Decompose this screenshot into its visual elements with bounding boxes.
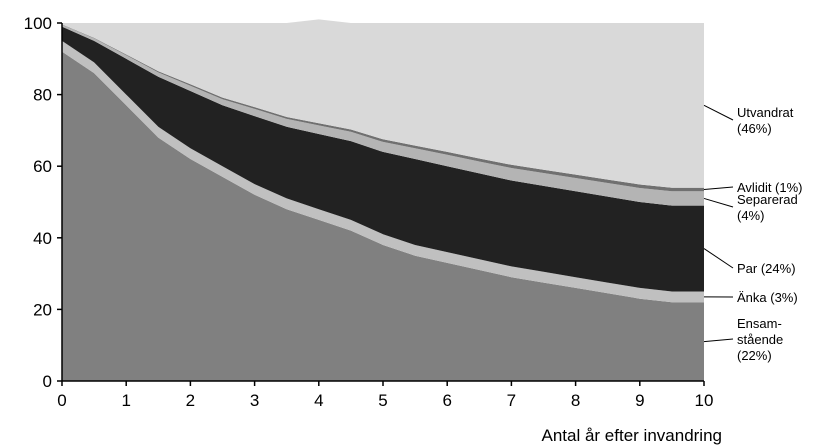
legend-leader-line [703, 248, 734, 269]
x-tick-label: 8 [571, 391, 580, 410]
legend-label: Änka (3%) [737, 290, 798, 305]
x-axis-ticks: 0 1 2 3 4 5 6 7 8 9 10 [57, 381, 713, 410]
x-tick-label: 7 [507, 391, 516, 410]
legend-label: (22%) [737, 348, 772, 363]
area-layer [62, 19, 704, 381]
legend-label: Ensam- [737, 316, 782, 331]
x-tick-label: 2 [186, 391, 195, 410]
legend-leader-line [703, 338, 734, 343]
legend-label: stående [737, 332, 783, 347]
y-axis-ticks: 0 20 40 60 80 100 [24, 14, 62, 391]
area-series-0 [62, 51, 704, 381]
y-tick-label: 100 [24, 14, 52, 33]
legend-label: Separerad [737, 192, 798, 207]
legend: Ensam-stående(22%) Änka (3%) Par (24%) Sepa… [703, 104, 803, 363]
y-tick-label: 20 [33, 300, 52, 319]
x-tick-label: 10 [695, 391, 714, 410]
y-tick-label: 0 [43, 372, 52, 391]
x-tick-label: 5 [378, 391, 387, 410]
legend-label: (4%) [737, 208, 764, 223]
x-tick-label: 9 [635, 391, 644, 410]
legend-label: Utvandrat [737, 105, 794, 120]
legend-leader-line [703, 197, 734, 208]
x-tick-label: 4 [314, 391, 323, 410]
y-tick-label: 60 [33, 157, 52, 176]
area-series-2 [62, 26, 704, 292]
x-axis-label: Antal år efter invandring [542, 426, 723, 445]
legend-label: (46%) [737, 121, 772, 136]
legend-label: Avlidit (1%) [737, 180, 803, 195]
x-tick-label: 1 [121, 391, 130, 410]
x-tick-label: 3 [250, 391, 259, 410]
y-tick-label: 40 [33, 229, 52, 248]
x-tick-label: 6 [442, 391, 451, 410]
legend-leader-line [703, 186, 734, 190]
y-tick-label: 80 [33, 86, 52, 105]
legend-leader-line [703, 104, 734, 121]
area-series-5 [62, 19, 704, 188]
x-tick-label: 0 [57, 391, 66, 410]
legend-label: Par (24%) [737, 261, 796, 276]
